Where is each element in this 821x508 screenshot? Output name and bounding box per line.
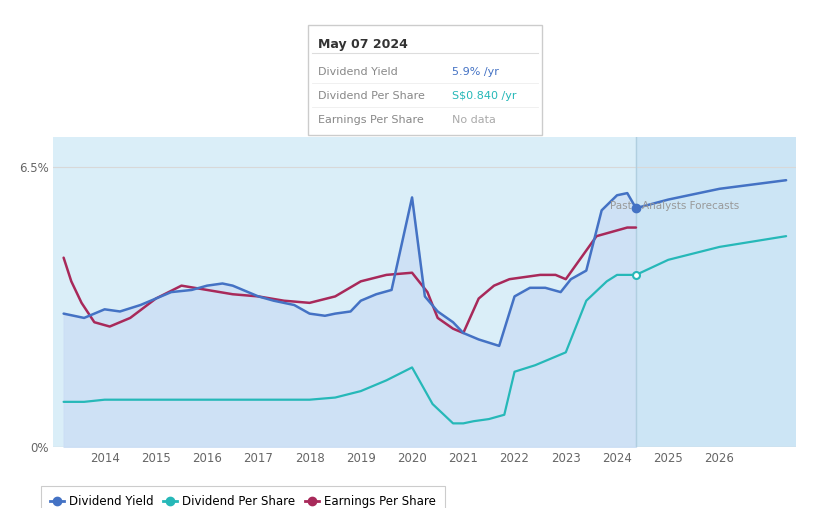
Bar bbox=[636, 137, 796, 447]
Text: Dividend Per Share: Dividend Per Share bbox=[318, 91, 424, 101]
Text: May 07 2024: May 07 2024 bbox=[318, 38, 407, 51]
Text: S$0.840 /yr: S$0.840 /yr bbox=[452, 91, 516, 101]
Text: Earnings Per Share: Earnings Per Share bbox=[318, 115, 424, 125]
Text: Dividend Yield: Dividend Yield bbox=[318, 67, 397, 77]
Legend: Dividend Yield, Dividend Per Share, Earnings Per Share: Dividend Yield, Dividend Per Share, Earn… bbox=[44, 489, 442, 508]
Text: No data: No data bbox=[452, 115, 495, 125]
Text: Analysts Forecasts: Analysts Forecasts bbox=[642, 201, 740, 211]
Bar bbox=[53, 137, 636, 447]
Text: 5.9% /yr: 5.9% /yr bbox=[452, 67, 498, 77]
Text: Past: Past bbox=[610, 201, 632, 211]
